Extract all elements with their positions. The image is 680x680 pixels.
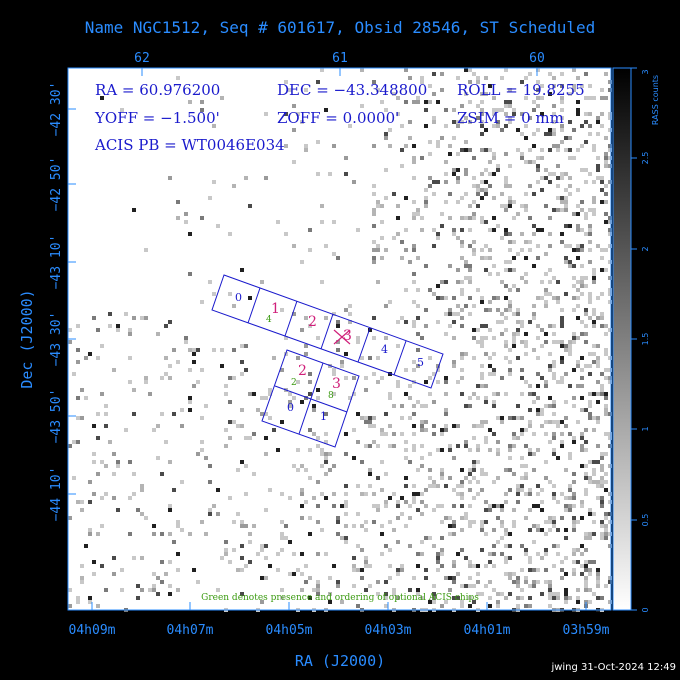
aimpoint-marker xyxy=(333,329,351,345)
optional-chips-note: Green denotes presence and ordering of o… xyxy=(201,593,479,603)
y-axis-label: Dec (J2000) xyxy=(18,289,36,388)
timestamp: jwing 31-Oct-2024 12:49 xyxy=(551,662,676,673)
left-tick-label: −44 10' xyxy=(49,467,64,522)
chip-label-s4: 4 xyxy=(381,343,388,356)
bottom-tick-label: 04h07m xyxy=(167,623,214,638)
acis-i-array xyxy=(261,349,360,448)
bottom-tick-label: 04h05m xyxy=(266,623,313,638)
rass-background-pixels xyxy=(68,68,612,612)
acis-s-array xyxy=(211,274,444,389)
acis-pb-readout: ACIS PB = WT0046E034 xyxy=(94,136,285,154)
acis-s-divider xyxy=(357,327,371,363)
roll-readout: ROLL = 19.8255 xyxy=(457,81,585,99)
top-tick-label: 62 xyxy=(134,51,150,66)
left-tick-label: −43 10' xyxy=(49,235,64,290)
colorbar-tick-label: 2.5 xyxy=(641,152,650,165)
acis-s-divider xyxy=(320,313,334,350)
bottom-tick-label: 04h01m xyxy=(464,623,511,638)
bottom-tick-label: 04h09m xyxy=(69,623,116,638)
colorbar-ticks xyxy=(631,67,637,611)
top-tick-label: 60 xyxy=(529,51,545,66)
ra-readout: RA = 60.976200 xyxy=(95,81,220,99)
acis-s-divider xyxy=(247,287,261,324)
colorbar-tick-label: 0.5 xyxy=(641,514,650,527)
bottom-tick-label: 03h59m xyxy=(563,623,610,638)
chip-label-s3: 3 xyxy=(343,328,352,344)
colorbar-label: RASS counts xyxy=(651,75,660,125)
chip-label-s1: 1 xyxy=(271,301,280,317)
zsim-readout: ZSIM = 0 mm xyxy=(457,109,564,127)
dec-readout: DEC = −43.348800 xyxy=(277,81,427,99)
chip-label-i3: 3 xyxy=(332,376,341,392)
chip-label-s5: 5 xyxy=(417,356,424,369)
left-tick-label: −42 50' xyxy=(49,157,64,212)
optional-chip-order-2: 2 xyxy=(291,378,297,388)
chip-label-s0: 0 xyxy=(235,291,242,304)
optional-chip-order-1: 4 xyxy=(266,315,272,325)
yoff-readout: YOFF = −1.500' xyxy=(94,109,220,127)
acis-s-outline xyxy=(211,274,444,389)
colorbar-tick-label: 3 xyxy=(641,69,650,74)
colorbar-tick-label: 1.5 xyxy=(641,333,650,346)
colorbar-tick-label: 2 xyxy=(641,246,650,251)
bottom-tick-label: 04h03m xyxy=(365,623,412,638)
chip-label-i0: 0 xyxy=(287,401,294,414)
left-tick-label: −42 30' xyxy=(49,82,64,137)
colorbar-tick-label: 1 xyxy=(641,426,650,431)
top-tick-label: 61 xyxy=(332,51,348,66)
top-axis-ticks xyxy=(68,68,587,610)
colorbar-tick-label: 0 xyxy=(641,607,650,612)
acis-i-outline xyxy=(261,349,360,448)
x-axis-label: RA (J2000) xyxy=(295,652,385,670)
page-title: Name NGC1512, Seq # 601617, Obsid 28546,… xyxy=(84,18,596,37)
left-tick-label: −43 50' xyxy=(49,389,64,444)
chip-label-i2: 2 xyxy=(298,363,307,379)
chip-label-i1: 1 xyxy=(320,410,327,423)
colorbar xyxy=(612,67,632,611)
zoff-readout: ZOFF = 0.0000' xyxy=(277,109,399,127)
chip-label-s2: 2 xyxy=(308,314,317,330)
left-tick-label: −43 30' xyxy=(49,312,64,367)
acis-s-divider xyxy=(393,340,407,376)
optional-chip-order-3: 8 xyxy=(328,391,334,401)
acis-i-divider xyxy=(274,385,348,413)
acis-s-divider xyxy=(284,300,298,337)
